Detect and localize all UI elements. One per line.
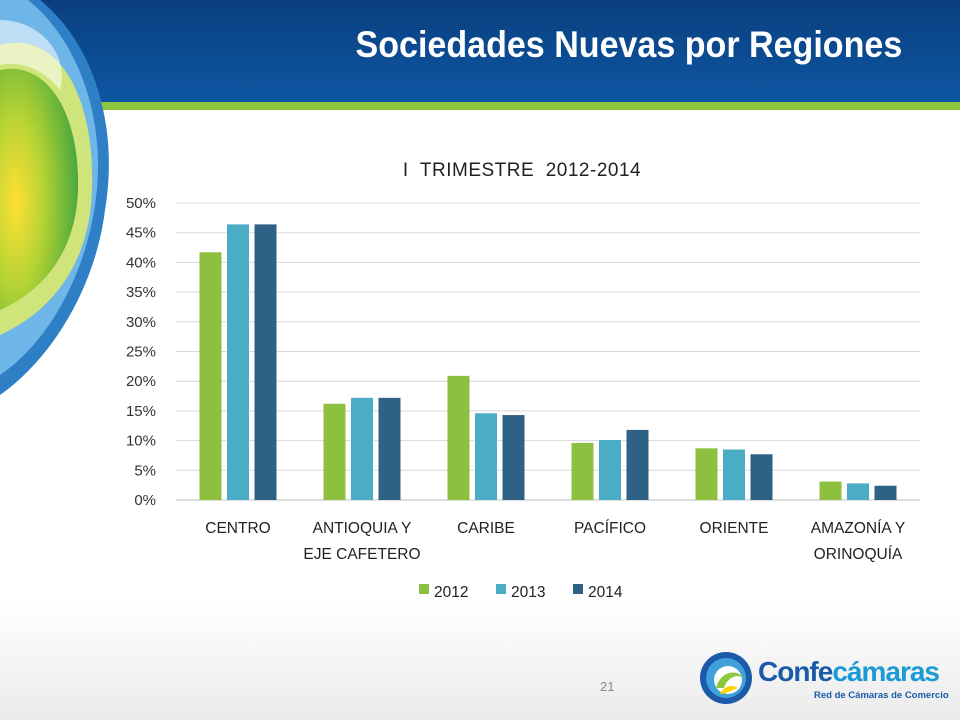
y-tick-label: 40% bbox=[126, 254, 156, 271]
legend-label: 2012 bbox=[434, 584, 468, 601]
bar-2013 bbox=[475, 413, 497, 500]
legend-swatch bbox=[573, 584, 583, 594]
y-tick-label: 45% bbox=[126, 225, 156, 242]
header-accent-line bbox=[0, 102, 960, 110]
bars bbox=[199, 224, 897, 500]
y-tick-label: 30% bbox=[126, 314, 156, 331]
bar-2013 bbox=[723, 449, 745, 500]
decorative-swirl bbox=[0, 0, 109, 395]
gridlines bbox=[176, 202, 920, 501]
chart-title: I TRIMESTRE 2012-2014 bbox=[403, 160, 641, 181]
legend: 2012 2013 2014 bbox=[419, 584, 623, 601]
legend-swatch bbox=[496, 584, 506, 594]
bar-2013 bbox=[227, 224, 249, 500]
y-tick-label: 35% bbox=[126, 284, 156, 301]
bar-2014 bbox=[254, 224, 277, 500]
logo-subtitle: Red de Cámaras de Comercio bbox=[814, 690, 949, 701]
page-number: 21 bbox=[600, 679, 615, 694]
logo-name-part2: cámaras bbox=[832, 656, 940, 687]
x-category-label: ANTIOQUIA Y bbox=[313, 520, 412, 537]
confecamaras-logo: Confecámaras Red de Cámaras de Comercio bbox=[698, 650, 949, 706]
bar-2012 bbox=[819, 481, 842, 500]
legend-swatch bbox=[419, 584, 429, 594]
bar-2012 bbox=[447, 375, 470, 500]
bar-2014 bbox=[378, 397, 401, 500]
y-tick-label: 5% bbox=[134, 462, 156, 479]
bar-2014 bbox=[874, 485, 897, 500]
x-category-label: AMAZONÍA Y bbox=[811, 520, 905, 537]
logo-swirl-icon bbox=[700, 652, 752, 704]
y-tick-label: 20% bbox=[126, 373, 156, 390]
bar-2012 bbox=[323, 403, 346, 500]
slide-title: Sociedades Nuevas por Regiones bbox=[355, 24, 902, 65]
bottom-fade bbox=[0, 600, 960, 720]
bar-2013 bbox=[847, 483, 869, 500]
x-category-label: ORIENTE bbox=[700, 520, 769, 537]
bar-2014 bbox=[626, 429, 649, 500]
bar-2013 bbox=[351, 397, 373, 500]
logo-name-part1: Confe bbox=[758, 656, 833, 687]
y-tick-label: 50% bbox=[126, 195, 156, 212]
x-category-label: EJE CAFETERO bbox=[303, 546, 420, 563]
x-category-label: CENTRO bbox=[205, 520, 270, 537]
bar-2013 bbox=[599, 440, 621, 500]
y-tick-label: 15% bbox=[126, 403, 156, 420]
x-axis-categories: CENTRO ANTIOQUIA Y EJE CAFETERO CARIBE PACÍF… bbox=[205, 520, 905, 563]
bar-2012 bbox=[695, 448, 718, 500]
y-tick-label: 10% bbox=[126, 433, 156, 450]
y-tick-label: 0% bbox=[134, 492, 156, 509]
y-tick-label: 25% bbox=[126, 344, 156, 361]
legend-label: 2014 bbox=[588, 584, 623, 601]
bar-2012 bbox=[571, 442, 594, 500]
x-category-label: PACÍFICO bbox=[574, 520, 646, 537]
legend-label: 2013 bbox=[511, 584, 545, 601]
bar-2012 bbox=[199, 252, 222, 500]
x-category-label: CARIBE bbox=[457, 520, 515, 537]
x-category-label: ORINOQUÍA bbox=[814, 546, 903, 563]
y-axis-ticks: 0% 5% 10% 15% 20% 25% 30% 35% 40% 45% 50% bbox=[126, 195, 156, 509]
logo-wordmark: Confecámaras bbox=[758, 656, 940, 688]
bar-2014 bbox=[502, 415, 525, 500]
header-band bbox=[0, 0, 960, 102]
bar-2014 bbox=[750, 454, 773, 500]
